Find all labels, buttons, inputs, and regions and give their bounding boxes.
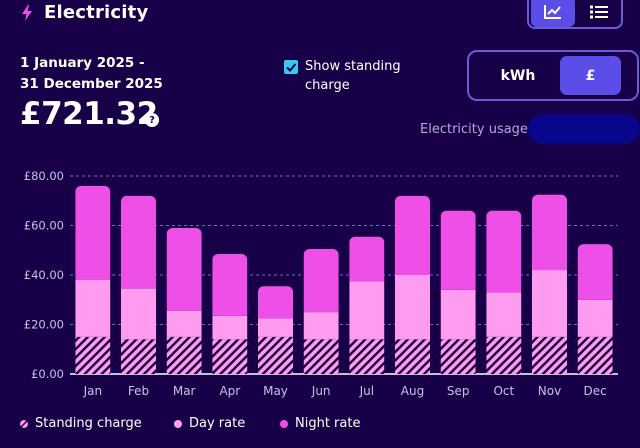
x-tick-label: Jan [83,384,103,398]
x-tick-label: Aug [401,384,424,398]
unit-pounds-button[interactable]: £ [560,56,621,95]
bar-day-rate-jan [75,279,111,337]
bar-standing-charge-dec [577,336,613,374]
x-tick-label: Jun [311,384,331,398]
list-icon [590,5,608,18]
y-tick-label: £20.00 [24,318,64,332]
bar-standing-charge-jun [303,339,339,374]
bar-night-rate-jun [303,249,339,313]
bar-day-rate-oct [486,292,522,337]
view-toggle [527,0,623,29]
bar-day-rate-may [258,318,293,337]
x-tick-label: Apr [219,384,240,398]
redacted-value [528,114,640,144]
legend-label-standing-charge: Standing charge [35,416,142,431]
x-tick-label: Jul [359,384,374,398]
bar-night-rate-apr [212,253,248,316]
page-title: Electricity [44,2,149,23]
total-cost: £721.32 [20,96,158,132]
legend-label-night-rate: Night rate [295,416,361,431]
bar-standing-charge-feb [121,339,156,374]
legend-standing-charge: Standing charge [20,416,142,431]
bar-day-rate-jul [349,281,385,340]
x-tick-label: Oct [493,384,514,398]
date-range-end: 31 December 2025 [20,76,163,92]
legend-dot-night-rate [280,419,288,428]
bar-standing-charge-mar [166,336,202,374]
bar-standing-charge-oct [486,336,522,374]
bar-standing-charge-may [258,336,293,374]
legend-dot-day-rate [174,419,182,428]
x-tick-label: Feb [128,384,149,398]
bar-standing-charge-sep [440,339,476,374]
y-tick-label: £80.00 [24,169,64,183]
bar-standing-charge-jul [349,339,385,374]
usage-chart: £0.00 £20.00 £40.00 £60.00 £80.00 Jan Feb Mar Ap… [24,169,618,398]
bar-day-rate-jun [303,312,339,340]
x-tick-label: May [263,384,288,398]
bar-day-rate-sep [440,289,476,340]
x-tick-label: Nov [538,384,561,398]
lightning-bolt-icon [22,5,32,21]
x-tick-label: Mar [173,384,196,398]
bar-day-rate-nov [532,270,567,337]
legend-label-day-rate: Day rate [189,416,246,431]
x-tick-label: Dec [584,384,607,398]
bar-day-rate-mar [166,310,202,337]
list-view-button[interactable] [577,0,621,27]
bar-night-rate-oct [486,210,522,293]
bar-night-rate-dec [577,244,613,300]
legend-night-rate: Night rate [280,416,360,431]
y-tick-label: £60.00 [24,219,64,233]
date-range-start: 1 January 2025 - [20,55,145,71]
usage-label: Electricity usage [420,122,528,137]
bar-day-rate-apr [212,315,248,340]
bar-standing-charge-apr [212,339,248,374]
y-tick-label: £0.00 [31,367,64,381]
date-range: 1 January 2025 - 31 December 2025 [20,53,163,95]
bar-night-rate-feb [121,195,156,289]
bar-night-rate-may [258,286,293,319]
unit-kwh-button[interactable]: kWh [500,67,536,84]
show-standing-charge-checkbox[interactable] [284,60,298,74]
bar-night-rate-jul [349,236,385,282]
bar-night-rate-jan [75,185,111,280]
bar-standing-charge-nov [532,336,567,374]
unit-toggle: kWh £ [467,50,639,101]
chart-legend: Standing charge Day rate Night rate [20,416,620,436]
bar-standing-charge-aug [395,339,430,374]
help-icon[interactable]: ? [145,113,159,127]
hatched-dot-icon [20,419,28,428]
bar-day-rate-feb [121,288,156,340]
show-standing-charge-label[interactable]: Show standing charge [305,59,401,93]
legend-day-rate: Day rate [174,416,245,431]
bar-day-rate-aug [395,275,430,340]
chart-view-button[interactable] [531,0,575,27]
bar-day-rate-dec [577,299,613,337]
x-tick-label: Sep [447,384,470,398]
bar-night-rate-nov [532,194,567,271]
bar-standing-charge-jan [75,336,111,374]
header: Electricity [0,0,640,29]
y-tick-label: £40.00 [24,268,64,282]
bar-night-rate-sep [440,210,476,290]
line-chart-icon [544,4,561,19]
checkmark-icon [286,63,297,72]
bar-night-rate-aug [395,195,430,275]
bar-night-rate-mar [166,227,202,311]
